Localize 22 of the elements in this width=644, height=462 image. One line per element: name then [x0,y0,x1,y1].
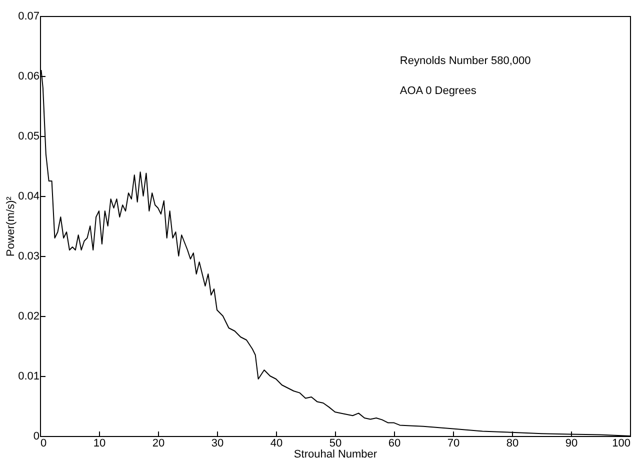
x-tick-label: 90 [565,438,578,450]
x-axis-title: Strouhal Number [294,448,378,460]
x-tick-label: 70 [447,438,460,450]
x-tick-label: 100 [612,438,630,450]
x-tick-label: 0 [40,438,47,450]
x-tick-label: 40 [270,438,283,450]
annotation: Reynolds Number 580,000 [400,54,531,67]
y-tick-label: 0.06 [18,70,40,82]
y-tick-label: 0.03 [18,250,40,262]
x-tick-label: 30 [211,438,224,450]
x-tick-label: 60 [388,438,401,450]
x-tick-label: 80 [506,438,519,450]
y-tick-label: 0.04 [18,190,40,202]
y-tick-label: 0.07 [18,10,40,22]
x-tick-label: 20 [152,438,165,450]
y-tick-label: 0.05 [18,130,40,142]
y-axis-title: Power(m/s)² [5,196,18,256]
x-tick-label: 10 [93,438,106,450]
y-tick-label: 0.02 [18,310,40,322]
y-tick-label: 0.01 [18,370,40,382]
x-tick-label: 50 [329,438,342,450]
annotation: AOA 0 Degrees [400,84,477,97]
